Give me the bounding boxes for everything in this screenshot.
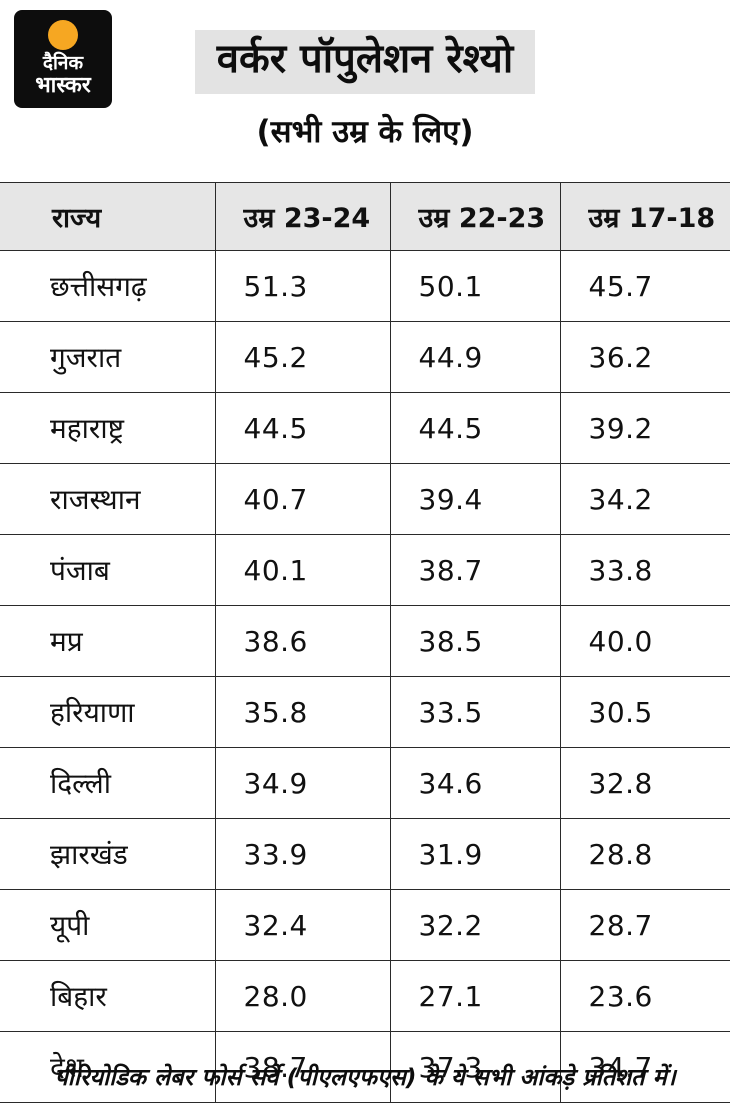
value-cell: 31.9	[389, 818, 560, 890]
state-cell: छत्तीसगढ़	[0, 250, 215, 322]
state-cell: देश	[0, 1031, 215, 1103]
column-header-age-22-23: उम्र 22-23	[389, 182, 560, 251]
table-row: दिल्ली 34.9 34.6 32.8	[0, 747, 730, 819]
state-cell: गुजरात	[0, 321, 215, 393]
value-cell: 32.2	[389, 889, 560, 961]
value-cell: 45.7	[559, 250, 730, 322]
state-cell: हरियाणा	[0, 676, 215, 748]
logo-line1: दैनिक	[42, 51, 84, 74]
table-row: बिहार 28.0 27.1 23.6	[0, 960, 730, 1032]
value-cell: 38.5	[389, 605, 560, 677]
value-cell: 40.0	[559, 605, 730, 677]
value-cell: 28.8	[559, 818, 730, 890]
table-row: गुजरात 45.2 44.9 36.2	[0, 321, 730, 393]
value-cell: 35.8	[214, 676, 390, 748]
value-cell: 34.9	[214, 747, 390, 819]
table-row: राजस्थान 40.7 39.4 34.2	[0, 463, 730, 535]
dainik-bhaskar-logo: दैनिक भास्कर	[14, 10, 112, 108]
state-cell: मप्र	[0, 605, 215, 677]
value-cell: 39.2	[559, 392, 730, 464]
logo-sun-icon	[48, 19, 78, 50]
value-cell: 30.5	[559, 676, 730, 748]
value-cell: 44.5	[389, 392, 560, 464]
state-cell: महाराष्ट्र	[0, 392, 215, 464]
table-row: यूपी 32.4 32.2 28.7	[0, 889, 730, 961]
page-title: वर्कर पॉपुलेशन रेश्यो	[0, 30, 730, 94]
value-cell: 34.7	[559, 1031, 730, 1103]
column-header-state: राज्य	[0, 182, 215, 251]
table-row: छत्तीसगढ़ 51.3 50.1 45.7	[0, 250, 730, 322]
value-cell: 38.7	[389, 534, 560, 606]
table-row: हरियाणा 35.8 33.5 30.5	[0, 676, 730, 748]
worker-population-table: राज्य उम्र 23-24 उम्र 22-23 उम्र 17-18 छ…	[0, 182, 730, 1103]
table-body: छत्तीसगढ़ 51.3 50.1 45.7 गुजरात 45.2 44.9 36.2 म…	[0, 250, 730, 1103]
value-cell: 40.1	[214, 534, 390, 606]
logo-text: दैनिक भास्कर	[35, 53, 91, 98]
value-cell: 33.9	[214, 818, 390, 890]
state-cell: दिल्ली	[0, 747, 215, 819]
value-cell: 38.6	[214, 605, 390, 677]
table-row: पंजाब 40.1 38.7 33.8	[0, 534, 730, 606]
value-cell: 28.7	[559, 889, 730, 961]
table-row: महाराष्ट्र 44.5 44.5 39.2	[0, 392, 730, 464]
value-cell: 32.4	[214, 889, 390, 961]
state-cell: बिहार	[0, 960, 215, 1032]
column-header-age-17-18: उम्र 17-18	[559, 182, 730, 251]
table-header-row: राज्य उम्र 23-24 उम्र 22-23 उम्र 17-18	[0, 182, 730, 251]
value-cell: 34.6	[389, 747, 560, 819]
value-cell: 23.6	[559, 960, 730, 1032]
table-header: राज्य उम्र 23-24 उम्र 22-23 उम्र 17-18	[0, 182, 730, 251]
value-cell: 33.8	[559, 534, 730, 606]
value-cell: 44.9	[389, 321, 560, 393]
page-title-text: वर्कर पॉपुलेशन रेश्यो	[194, 30, 536, 94]
state-cell: यूपी	[0, 889, 215, 961]
value-cell: 33.5	[389, 676, 560, 748]
value-cell: 45.2	[214, 321, 390, 393]
table-row: झारखंड 33.9 31.9 28.8	[0, 818, 730, 890]
table-row: देश 38.7 37.3 34.7	[0, 1031, 730, 1103]
value-cell: 44.5	[214, 392, 390, 464]
state-cell: पंजाब	[0, 534, 215, 606]
source-note: पीरियोडिक लेबर फोर्स सर्वे (पीएलएफएस) के…	[54, 1063, 676, 1091]
value-cell: 38.7	[214, 1031, 390, 1103]
logo-line2: भास्कर	[35, 72, 91, 98]
value-cell: 37.3	[389, 1031, 560, 1103]
state-cell: झारखंड	[0, 818, 215, 890]
value-cell: 39.4	[389, 463, 560, 535]
state-cell: राजस्थान	[0, 463, 215, 535]
value-cell: 34.2	[559, 463, 730, 535]
value-cell: 51.3	[214, 250, 390, 322]
value-cell: 40.7	[214, 463, 390, 535]
value-cell: 32.8	[559, 747, 730, 819]
table-row: मप्र 38.6 38.5 40.0	[0, 605, 730, 677]
value-cell: 27.1	[389, 960, 560, 1032]
header: वर्कर पॉपुलेशन रेश्यो (सभी उम्र के लिए)	[0, 0, 730, 152]
value-cell: 50.1	[389, 250, 560, 322]
value-cell: 36.2	[559, 321, 730, 393]
page-subtitle: (सभी उम्र के लिए)	[256, 114, 474, 150]
value-cell: 28.0	[214, 960, 390, 1032]
column-header-age-23-24: उम्र 23-24	[214, 182, 390, 251]
